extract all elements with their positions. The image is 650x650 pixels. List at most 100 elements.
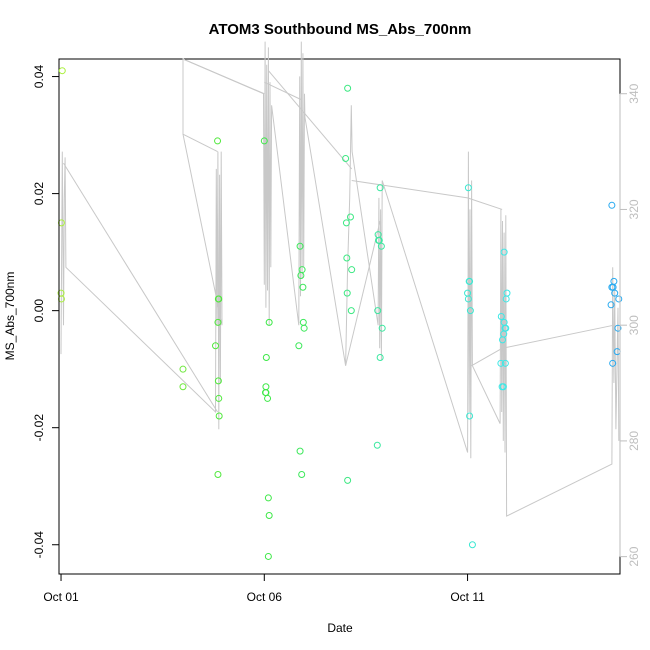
data-point [344, 84, 352, 92]
data-point [348, 266, 356, 274]
x-tick-label: Oct 11 [450, 590, 485, 604]
data-point [607, 301, 615, 309]
y-tick-label: -0.02 [32, 414, 46, 442]
data-point [346, 213, 354, 221]
data-point [611, 289, 619, 297]
data-point [342, 219, 350, 227]
data-point [296, 242, 304, 250]
data-point [295, 342, 303, 350]
data-point [215, 394, 223, 402]
y-tick-label: 0.04 [32, 65, 46, 89]
data-point [497, 313, 505, 320]
data-point [614, 324, 622, 332]
series-line-segment [351, 180, 468, 199]
data-point [214, 377, 222, 385]
series-line-segment [267, 70, 353, 170]
x-tick-label: Oct 01 [43, 590, 79, 604]
data-point [464, 295, 472, 303]
data-point [265, 318, 273, 326]
series-line-segment [182, 133, 218, 153]
data-point [214, 295, 222, 303]
data-point [499, 336, 507, 344]
data-point [214, 137, 222, 145]
data-point [179, 383, 187, 391]
x-axis: Oct 01 Oct 06 Oct 11 [43, 573, 485, 604]
secondary-y-tick-label: 340 [627, 83, 641, 103]
data-point [264, 394, 272, 402]
primary-series-points [57, 67, 623, 560]
y-tick-label: 0.02 [32, 182, 46, 206]
data-point [344, 476, 352, 484]
data-point [260, 137, 268, 145]
data-point [609, 359, 617, 367]
series-line-segment [182, 58, 265, 95]
secondary-series-line [60, 41, 620, 517]
series-line-path [60, 41, 620, 517]
data-point [608, 201, 616, 209]
y-tick-label: 0.00 [32, 299, 46, 323]
data-point [465, 277, 473, 285]
secondary-y-tick-label: 300 [627, 315, 641, 335]
data-point [615, 295, 623, 303]
data-point [502, 324, 510, 332]
data-point [501, 359, 509, 367]
data-point [57, 219, 65, 227]
data-point [464, 184, 472, 192]
data-point [212, 342, 220, 350]
series-line-segment [63, 162, 218, 413]
plot-frame [58, 58, 621, 575]
data-point [376, 353, 384, 361]
data-point [214, 318, 222, 326]
y-axis-label: MS_Abs_700nm [3, 272, 17, 361]
data-point [343, 254, 351, 262]
data-point [265, 511, 273, 519]
data-point [299, 318, 307, 326]
data-point [377, 242, 385, 250]
data-point [262, 353, 270, 361]
chart-title: ATOM3 Southbound MS_Abs_700nm [209, 21, 472, 38]
y-axis: -0.04 -0.02 0.00 0.02 0.04 [32, 65, 60, 559]
data-point [57, 295, 65, 303]
data-point [500, 248, 508, 256]
data-point [262, 383, 270, 391]
data-point [297, 272, 305, 280]
data-point [214, 471, 222, 479]
data-point [503, 289, 511, 297]
data-point [342, 154, 350, 162]
series-line-segment [467, 197, 503, 210]
data-point [215, 412, 223, 420]
series-line-segment [502, 324, 615, 349]
data-point [497, 359, 505, 367]
data-point [608, 283, 616, 291]
data-point [375, 236, 383, 244]
series-line-segment [471, 347, 503, 367]
data-point [499, 383, 507, 391]
data-point [296, 447, 304, 455]
data-point [299, 283, 307, 291]
data-point [298, 471, 306, 479]
data-point [373, 441, 381, 449]
data-point [179, 365, 187, 373]
series-line-segment [264, 81, 302, 100]
data-point [610, 277, 618, 285]
x-axis-label: Date [327, 621, 353, 635]
data-point [300, 324, 308, 332]
data-point [343, 289, 351, 297]
data-point [466, 307, 474, 315]
data-point [466, 412, 474, 420]
y-tick-label: -0.04 [32, 531, 46, 559]
data-point [502, 295, 510, 303]
data-point [468, 541, 476, 549]
data-point [376, 184, 384, 192]
data-point [347, 307, 355, 315]
data-point [264, 494, 272, 502]
series-line-segment [345, 220, 381, 366]
secondary-y-tick-label: 260 [627, 546, 641, 566]
data-point [378, 324, 386, 332]
data-point [374, 307, 382, 315]
secondary-y-tick-label: 320 [627, 199, 641, 219]
secondary-y-axis: 260 280 300 320 340 [619, 83, 641, 567]
secondary-y-tick-label: 280 [627, 431, 641, 451]
x-tick-label: Oct 06 [247, 590, 283, 604]
